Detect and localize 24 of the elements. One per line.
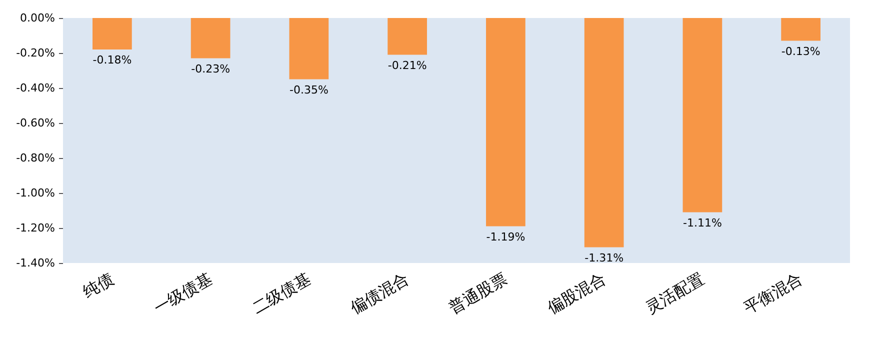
y-tick-label: -0.80%	[16, 152, 55, 164]
y-tick-label: -0.40%	[16, 82, 55, 94]
x-tick-label: 平衡混合	[740, 268, 806, 318]
x-tick-label: 灵活配置	[642, 268, 708, 318]
x-tick-label: 偏股混合	[544, 268, 609, 318]
x-tick-label: 偏债混合	[347, 268, 412, 318]
x-tick-label: 普通股票	[446, 268, 510, 318]
y-tick-label: -1.40%	[16, 256, 55, 270]
data-label: -1.19%	[486, 230, 526, 244]
x-tick-label: 纯债	[80, 268, 117, 302]
x-tick-label: 二级债基	[248, 268, 314, 318]
data-label: -1.31%	[584, 251, 624, 264]
y-tick-label: 0.00%	[20, 12, 55, 24]
data-label: -1.11%	[682, 216, 722, 230]
y-tick-label: -1.20%	[16, 222, 55, 234]
y-tick-label: -0.60%	[16, 116, 55, 130]
y-tick-label: -0.20%	[16, 46, 55, 60]
y-tick-label: -1.00%	[16, 186, 55, 200]
data-label: -0.21%	[388, 58, 427, 72]
data-label: -0.35%	[289, 83, 328, 96]
data-label: -0.23%	[191, 62, 230, 76]
data-label: -0.18%	[92, 54, 132, 66]
x-tick-label: 一级债基	[150, 268, 216, 318]
data-label: -0.13%	[781, 44, 820, 58]
